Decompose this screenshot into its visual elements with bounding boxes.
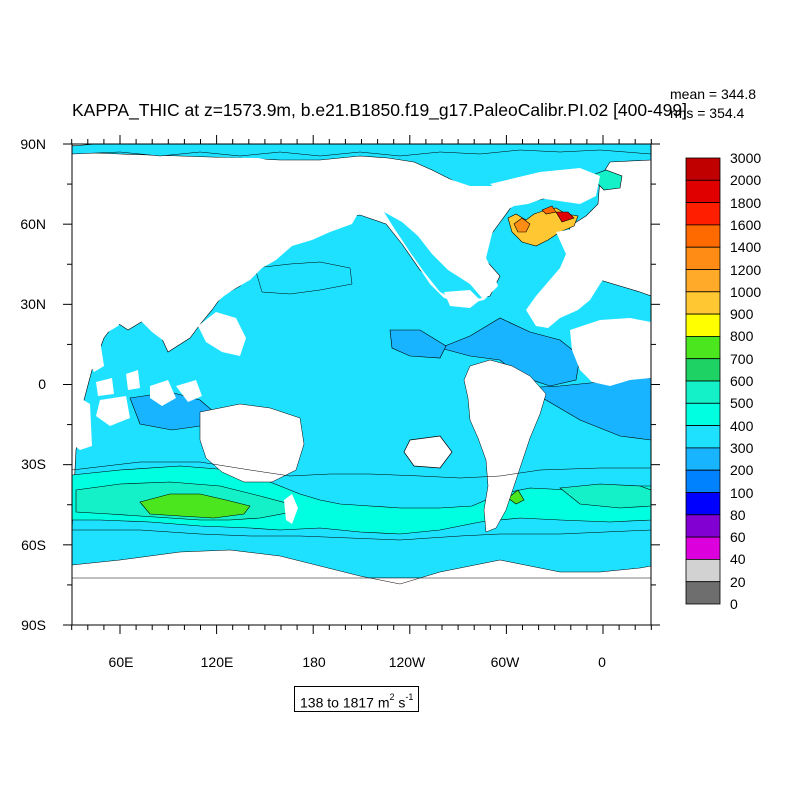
colorbar-label: 1400 (730, 239, 762, 256)
colorbar-cell (685, 380, 721, 404)
colorbar-label: 80 (730, 506, 746, 523)
colorbar-label: 700 (730, 350, 754, 367)
lon-tick-label: 180 (302, 654, 326, 670)
colorbar-cell (685, 581, 721, 605)
colorbar-cell (685, 447, 721, 471)
colorbar-cell (685, 492, 721, 516)
colorbar-label: 300 (730, 439, 754, 456)
colorbar-cell (685, 202, 721, 226)
range-text: 138 to 1817 m (300, 694, 390, 711)
colorbar-label: 1000 (730, 283, 762, 300)
colorbar-label: 1800 (730, 194, 762, 211)
colorbar-cell (685, 269, 721, 293)
colorbar-cell (685, 559, 721, 583)
rms-label: rms = 354.4 (670, 105, 745, 121)
colorbar-cell (685, 425, 721, 449)
colorbar-label: 40 (730, 551, 746, 568)
colorbar-label: 1200 (730, 261, 762, 278)
lon-tick-label: 120E (200, 654, 234, 670)
colorbar-label: 2000 (730, 172, 762, 189)
lat-tick-label: 90N (20, 136, 46, 152)
colorbar-label: 20 (730, 573, 746, 590)
axis-ticks (63, 135, 660, 634)
colorbar-label: 800 (730, 328, 754, 345)
lon-tick-label: 60E (108, 654, 134, 670)
range-unit-exponent: 2 (389, 692, 395, 702)
colorbar-label: 600 (730, 373, 754, 389)
mean-label: mean = 344.8 (670, 86, 757, 102)
colorbar-cell (685, 157, 721, 181)
lon-tick-label: 0 (598, 654, 606, 670)
colorbar-cell (685, 536, 721, 560)
lat-tick-label: 60S (21, 537, 46, 553)
colorbar-cell (685, 514, 721, 538)
colorbar-cell (685, 291, 721, 315)
colorbar-label: 200 (730, 462, 754, 479)
colorbar (685, 157, 721, 605)
colorbar-label: 400 (730, 417, 754, 434)
colorbar-cell (685, 358, 721, 382)
colorbar-label: 60 (730, 529, 746, 546)
lat-tick-label: 60N (20, 216, 46, 232)
data-range-box: 138 to 1817 m2 s-1 (294, 686, 420, 712)
lon-tick-label: 60W (490, 654, 520, 670)
colorbar-label: 100 (730, 484, 754, 501)
colorbar-label: 500 (730, 395, 754, 412)
colorbar-cell (685, 469, 721, 493)
colorbar-label: 0 (730, 596, 738, 612)
colorbar-cell (685, 246, 721, 270)
range-unit: s (394, 694, 406, 711)
colorbar-cell (685, 224, 721, 248)
ocean-field (72, 144, 651, 625)
range-unit-exponent: -1 (405, 692, 414, 702)
map-title: KAPPA_THIC at z=1573.9m, b.e21.B1850.f19… (72, 100, 688, 120)
colorbar-cell (685, 179, 721, 204)
lat-tick-label: 90S (21, 617, 46, 633)
colorbar-label: 1600 (730, 216, 762, 233)
colorbar-label: 900 (730, 306, 754, 323)
lat-tick-label: 0 (38, 376, 46, 392)
lat-tick-label: 30S (21, 456, 46, 472)
colorbar-cell (685, 313, 721, 337)
lat-tick-label: 30N (20, 296, 46, 312)
lon-tick-label: 120W (388, 654, 426, 670)
colorbar-label: 3000 (730, 150, 762, 166)
colorbar-cell (685, 335, 721, 360)
colorbar-cell (685, 402, 721, 426)
